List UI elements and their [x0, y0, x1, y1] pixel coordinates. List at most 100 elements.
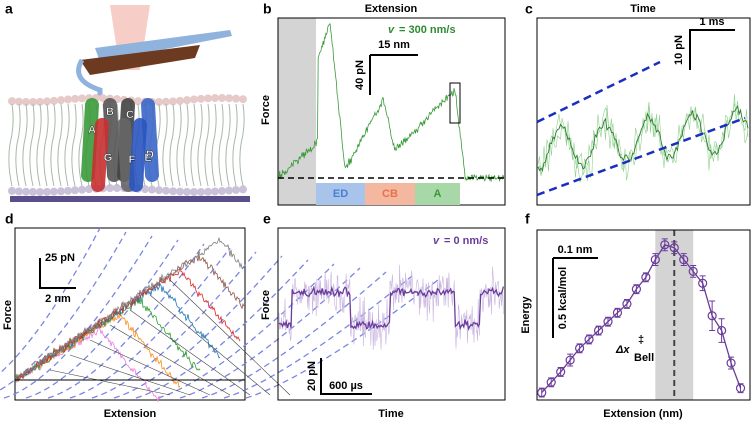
- lipid-head: [71, 94, 79, 103]
- segment-bar: [365, 183, 415, 205]
- lipid-head: [36, 97, 44, 106]
- annotation-delta: Δx: [615, 344, 630, 356]
- model-curve: [135, 259, 309, 399]
- trace: [15, 267, 241, 381]
- lipid-head: [15, 97, 23, 106]
- lipid-head: [50, 96, 58, 105]
- data-point: [707, 311, 717, 321]
- lipid-head: [134, 97, 142, 106]
- segment-label: CB: [382, 188, 398, 200]
- lipid-tail: [78, 103, 84, 187]
- data-point: [612, 308, 623, 318]
- panel-label: e: [263, 211, 271, 227]
- error-bar: [699, 275, 706, 292]
- y-axis-label: 10 pN: [673, 35, 685, 65]
- model-curve: [0, 227, 101, 375]
- lipid-head: [148, 185, 156, 194]
- lipid-tail: [64, 103, 70, 187]
- lipid-head: [162, 97, 170, 106]
- lipid-head: [239, 185, 247, 194]
- fit-line: [109, 324, 231, 396]
- lipid-head: [57, 187, 65, 196]
- data-point: [726, 358, 736, 368]
- gray-region: [278, 18, 316, 205]
- lipid-tail: [197, 103, 203, 187]
- lipid-tail: [169, 103, 175, 187]
- speed-symbol: v: [433, 235, 440, 247]
- lipid-head: [50, 187, 58, 196]
- lipid-tail: [225, 103, 231, 187]
- lipid-tail: [232, 103, 238, 187]
- panel-title: Extension: [365, 3, 418, 15]
- fit-line: [89, 339, 211, 396]
- data-point: [688, 266, 698, 276]
- fit-line: [49, 369, 171, 396]
- speed-symbol: v: [388, 24, 395, 36]
- lipid-head: [211, 94, 219, 103]
- lipid-head: [43, 187, 51, 196]
- speed-label: = 300 nm/s: [399, 24, 456, 36]
- data-point: [660, 240, 670, 250]
- scale-x-label: 15 nm: [378, 39, 410, 51]
- fit-line: [169, 279, 291, 396]
- lipid-head: [232, 185, 240, 194]
- lipid-tail: [183, 103, 189, 187]
- lipid-head: [176, 96, 184, 105]
- lipid-head: [85, 185, 93, 194]
- scale-x-label: 600 µs: [329, 380, 363, 392]
- segment-label: ED: [333, 188, 348, 200]
- trace: [15, 236, 245, 382]
- lipid-tail: [190, 103, 196, 187]
- data-point: [669, 243, 679, 253]
- membrane-base: [10, 196, 250, 202]
- panel-a-illustration: [8, 5, 250, 202]
- y-axis-label: Energy: [520, 295, 532, 333]
- lipid-head: [8, 186, 16, 195]
- speed-label: = 0 nm/s: [444, 235, 488, 247]
- lipid-head: [64, 186, 72, 195]
- scale-y-label: 25 pN: [45, 252, 75, 264]
- lipid-tail: [239, 103, 245, 187]
- scale-bar: [369, 54, 418, 95]
- force-trace-smooth: [278, 285, 505, 332]
- lipid-head: [225, 186, 233, 195]
- scale-x-label: 1 ms: [699, 16, 724, 28]
- model-curve: [179, 267, 361, 399]
- lipid-head: [29, 97, 37, 106]
- lipid-head: [43, 97, 51, 106]
- y-axis-label: 40 pN: [354, 60, 366, 90]
- lipid-tail: [211, 103, 217, 187]
- error-bar: [709, 300, 716, 332]
- lipid-tail: [71, 103, 77, 187]
- force-trace-raw: [537, 100, 749, 183]
- lipid-tail: [8, 103, 14, 187]
- lipid-head: [218, 94, 226, 103]
- lipid-head: [141, 185, 149, 194]
- lipid-tail: [22, 103, 28, 187]
- x-axis-label: Extension (nm): [603, 408, 683, 420]
- lipid-head: [176, 187, 184, 196]
- helix: [81, 98, 99, 182]
- fit-line: [149, 294, 271, 396]
- lipid-head: [225, 94, 233, 103]
- helix: [141, 98, 159, 182]
- model-curve: [0, 231, 127, 391]
- panel-title: Time: [630, 3, 655, 15]
- panel-label: f: [525, 211, 530, 227]
- scale-bar: [552, 257, 598, 338]
- y-axis-label: 20 pN: [306, 361, 318, 391]
- lipid-head: [155, 186, 163, 195]
- helix-label: D: [146, 149, 154, 161]
- lipid-head: [15, 187, 23, 196]
- lipid-head: [22, 187, 30, 196]
- helix-label: E: [144, 152, 151, 164]
- lipid-head: [183, 96, 191, 105]
- lipid-head: [155, 97, 163, 106]
- helix-label: F: [129, 154, 136, 166]
- scale-bar: [689, 29, 735, 70]
- lipid-head: [204, 94, 212, 103]
- data-point: [622, 299, 632, 309]
- lipid-tail: [57, 103, 63, 187]
- data-point: [631, 284, 642, 294]
